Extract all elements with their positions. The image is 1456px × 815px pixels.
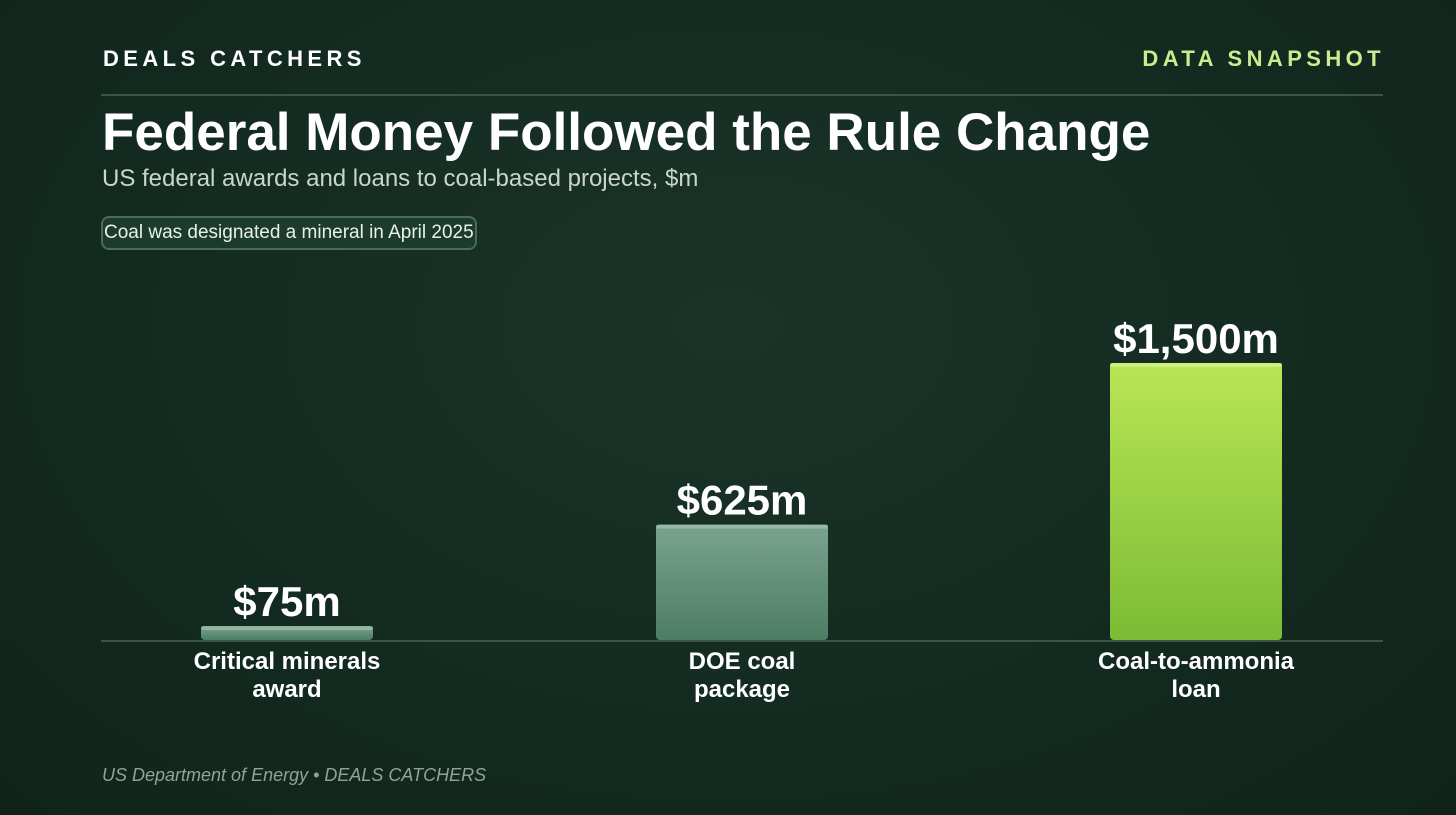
chart-title: Federal Money Followed the Rule Change	[102, 103, 1151, 162]
category-label-3-line-2: loan	[1171, 676, 1220, 703]
source-footnote: US Department of Energy • DEALS CATCHERS	[102, 765, 487, 785]
category-label-2-line-1: DOE coal	[689, 648, 796, 675]
annotation-callout: Coal was designated a mineral in April 2…	[101, 216, 477, 250]
bars-group	[201, 363, 1282, 640]
bar-highlight-cap-3	[1110, 363, 1282, 367]
brand-name: DEALS CATCHERS	[103, 46, 366, 71]
value-label-3: $1,500m	[1113, 315, 1279, 362]
category-label-1-line-1: Critical minerals	[194, 648, 381, 675]
category-label-1-line-2: award	[252, 676, 321, 703]
bar-highlight-cap-1	[201, 626, 373, 631]
value-label-2: $625m	[677, 477, 808, 524]
category-label-3-line-1: Coal-to-ammonia	[1098, 648, 1295, 675]
bar-highlight-cap-2	[656, 524, 828, 529]
section-tag: DATA SNAPSHOT	[1142, 46, 1385, 71]
bar-2	[656, 524, 828, 640]
header-divider	[101, 94, 1383, 96]
category-label-2-line-2: package	[694, 676, 790, 703]
bar-3	[1110, 363, 1282, 640]
value-label-1: $75m	[233, 578, 340, 625]
chart-subtitle: US federal awards and loans to coal-base…	[102, 165, 699, 192]
